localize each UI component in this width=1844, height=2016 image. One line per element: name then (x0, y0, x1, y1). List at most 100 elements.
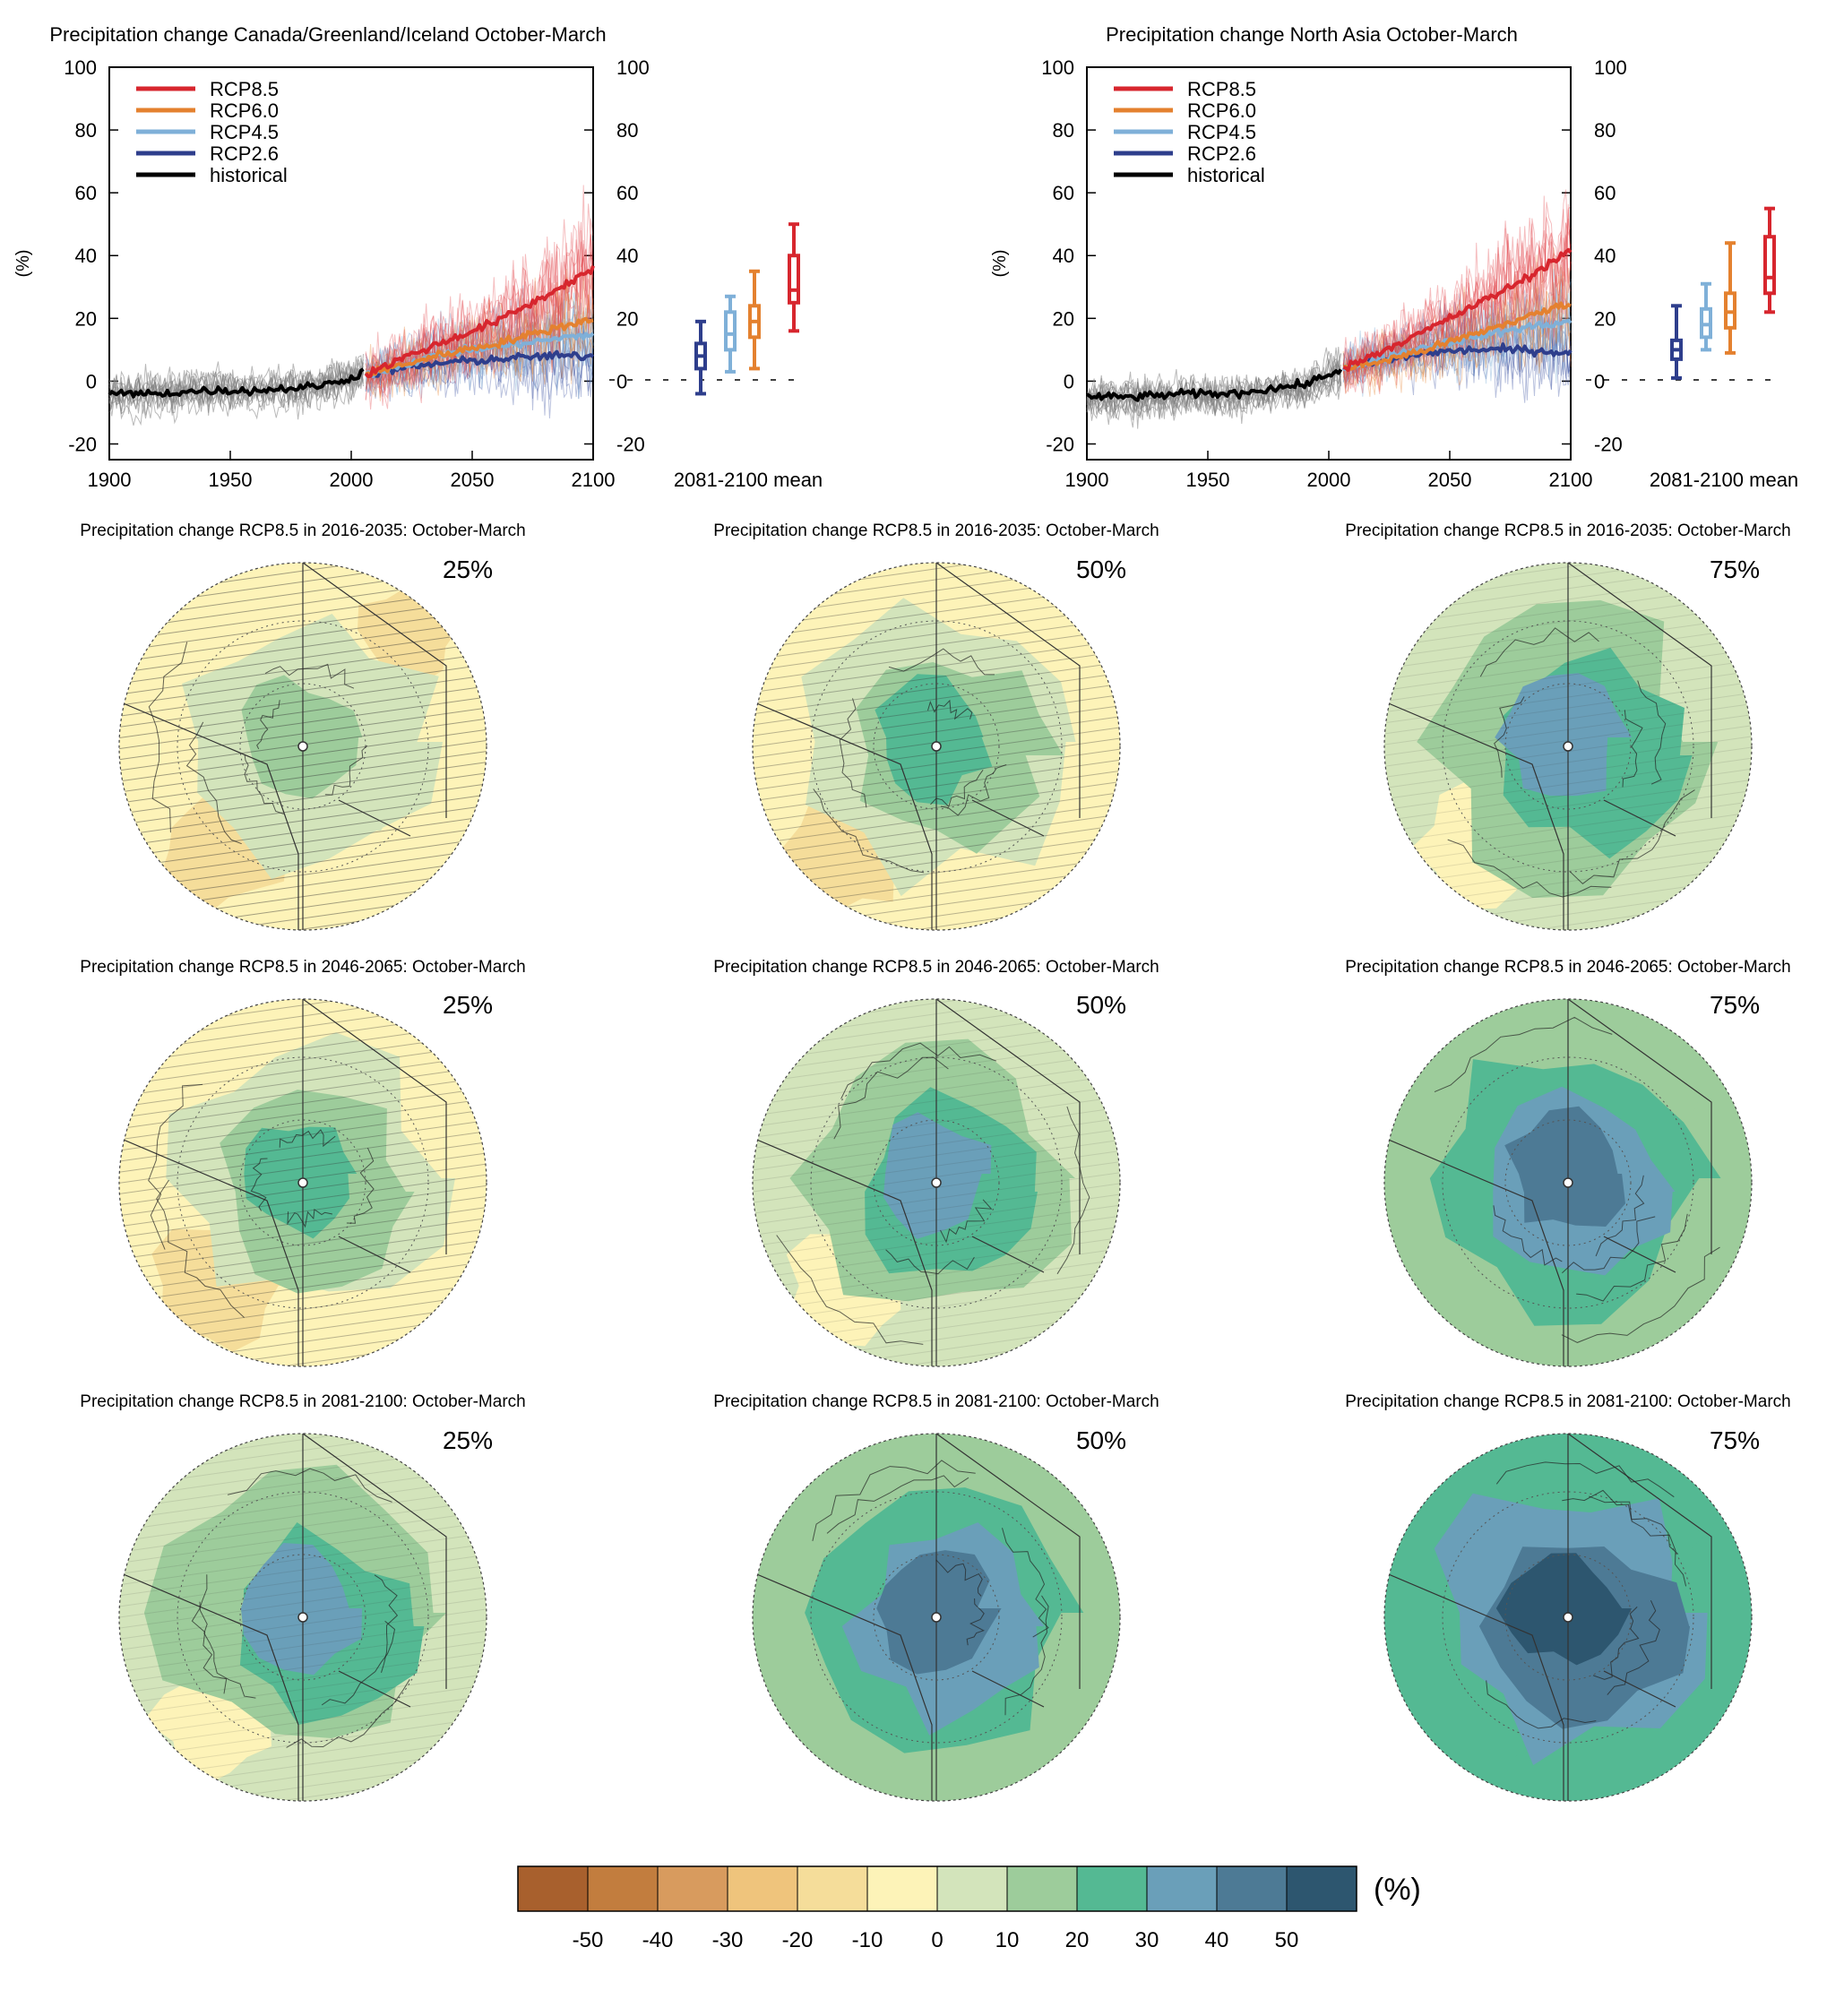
y-tick-label: 40 (75, 245, 97, 267)
coastline (321, 1620, 396, 1706)
latitude-circle (810, 1056, 1063, 1309)
region-outline (302, 563, 447, 837)
y-tick-label: 0 (1064, 370, 1074, 392)
colorbar-unit: (%) (1374, 1873, 1421, 1907)
coastline (927, 699, 973, 720)
north-pole-marker (931, 1612, 942, 1623)
coastline (1447, 839, 1612, 898)
y-tick-label: 40 (1053, 245, 1074, 267)
coastline (840, 1042, 996, 1099)
x-ticks: 1900 1950 2000 2050 2100 (1065, 451, 1592, 491)
colorbar-cell (1076, 1865, 1148, 1912)
coastline (1561, 1246, 1720, 1343)
region-outline (1567, 563, 1712, 837)
map-percentile: 25% (443, 556, 493, 583)
rcp26-member-line (1342, 299, 1572, 403)
y-tick-label: -20 (68, 433, 97, 455)
map-border (752, 562, 1121, 931)
y-ticks-right: -20 0 20 40 60 80 100 (1562, 56, 1627, 455)
map-title: Precipitation change RCP8.5 in 2046-2065… (80, 958, 525, 977)
coastline (1562, 1216, 1656, 1274)
box-iqr (724, 310, 737, 352)
region-outline (1384, 701, 1564, 930)
y-tick-label: 80 (75, 119, 97, 142)
colorbar-tick-labels: -50 -40 -30 -20 -10 0 10 20 30 40 50 (573, 1928, 1299, 1952)
y-tick-label-right: 60 (616, 182, 638, 204)
rcp85-member-line (1342, 203, 1572, 388)
latitude-circle (177, 620, 429, 873)
x-tick-label: 1950 (1186, 469, 1230, 491)
y-tick-label: -20 (1046, 433, 1074, 455)
coastline (833, 1056, 949, 1140)
colorbar-cell (587, 1865, 659, 1912)
y-ticks-left: -20 0 20 40 60 80 100 (1041, 56, 1096, 455)
colorbar-cell (657, 1865, 728, 1912)
latitude-circle (873, 683, 1000, 810)
coastline (287, 1209, 332, 1228)
north-pole-marker (931, 1177, 942, 1188)
colorbar-tick-label: 50 (1275, 1928, 1299, 1952)
north-pole-marker (1563, 1177, 1573, 1188)
map-title: Precipitation change RCP8.5 in 2016-2035… (1345, 521, 1790, 540)
legend-label: historical (1187, 164, 1265, 186)
mean-line-historical (108, 367, 365, 399)
colorbar-tick-label: -50 (573, 1928, 604, 1952)
coastline (256, 700, 280, 750)
map-title: Precipitation change RCP8.5 in 2046-2065… (1345, 958, 1790, 977)
y-tick-label: 20 (75, 307, 97, 330)
polar-map-grid: Precipitation change RCP8.5 in 2016-2035… (80, 521, 1791, 1802)
legend-label: historical (210, 164, 288, 186)
coastline (826, 1475, 969, 1534)
y-ticks-right: -20 0 20 40 60 80 100 (584, 56, 650, 455)
latitude-circle (873, 1119, 1000, 1246)
map-percentile: 75% (1710, 1426, 1760, 1454)
region-outline (1567, 1434, 1712, 1708)
region-outline (1384, 1572, 1564, 1801)
coastline (930, 770, 984, 808)
legend-label: RCP4.5 (210, 121, 279, 143)
rcp85-member-line (365, 203, 594, 385)
map-panel: Precipitation change RCP8.5 in 2081-2100… (80, 1392, 526, 1802)
coastline (1004, 1595, 1049, 1716)
coastline (191, 1574, 228, 1694)
map-border (752, 1433, 1121, 1802)
y-tick-label-right: -20 (616, 433, 645, 455)
x-tick-label: 2050 (1428, 469, 1472, 491)
map-percentile: 50% (1076, 1426, 1126, 1454)
rcp45-member-line (365, 285, 594, 399)
ensemble-spread (1086, 189, 1572, 429)
field-core (876, 1550, 1002, 1675)
colorbar-cell (936, 1865, 1008, 1912)
coastline (1479, 627, 1599, 677)
coastline (346, 1147, 375, 1224)
rcp60-member-line (1342, 275, 1572, 393)
y-ticks-left: -20 0 20 40 60 80 100 (64, 56, 118, 455)
x-ticks: 1900 1950 2000 2050 2100 (88, 451, 615, 491)
mean-line-rcp85 (1342, 247, 1573, 373)
coastline (374, 1574, 399, 1673)
region-outline (935, 563, 1081, 837)
map-panel: Precipitation change RCP8.5 in 2016-2035… (713, 521, 1159, 931)
coastline (1569, 789, 1695, 884)
colorbar-cell (1146, 1865, 1218, 1912)
y-tick-label: 0 (86, 370, 97, 392)
coastline (156, 1179, 245, 1318)
coastline (227, 1468, 392, 1503)
rcp85-member-line (1342, 217, 1572, 392)
latitude-circle (1504, 683, 1632, 810)
map-field (1384, 1434, 1752, 1801)
colorbar-cell (727, 1865, 798, 1912)
map-percentile: 50% (1076, 991, 1126, 1019)
region-outline (119, 1137, 299, 1366)
coastline (1592, 1607, 1640, 1680)
region-outline (302, 1434, 447, 1708)
coastline (199, 1601, 256, 1699)
ensemble-means (1086, 247, 1573, 402)
colorbar-cell (866, 1865, 938, 1912)
rcp85-member-line (1342, 222, 1572, 394)
x-tick-label: 2050 (451, 469, 495, 491)
coastline (1494, 696, 1525, 778)
y-tick-label: 20 (1053, 307, 1074, 330)
